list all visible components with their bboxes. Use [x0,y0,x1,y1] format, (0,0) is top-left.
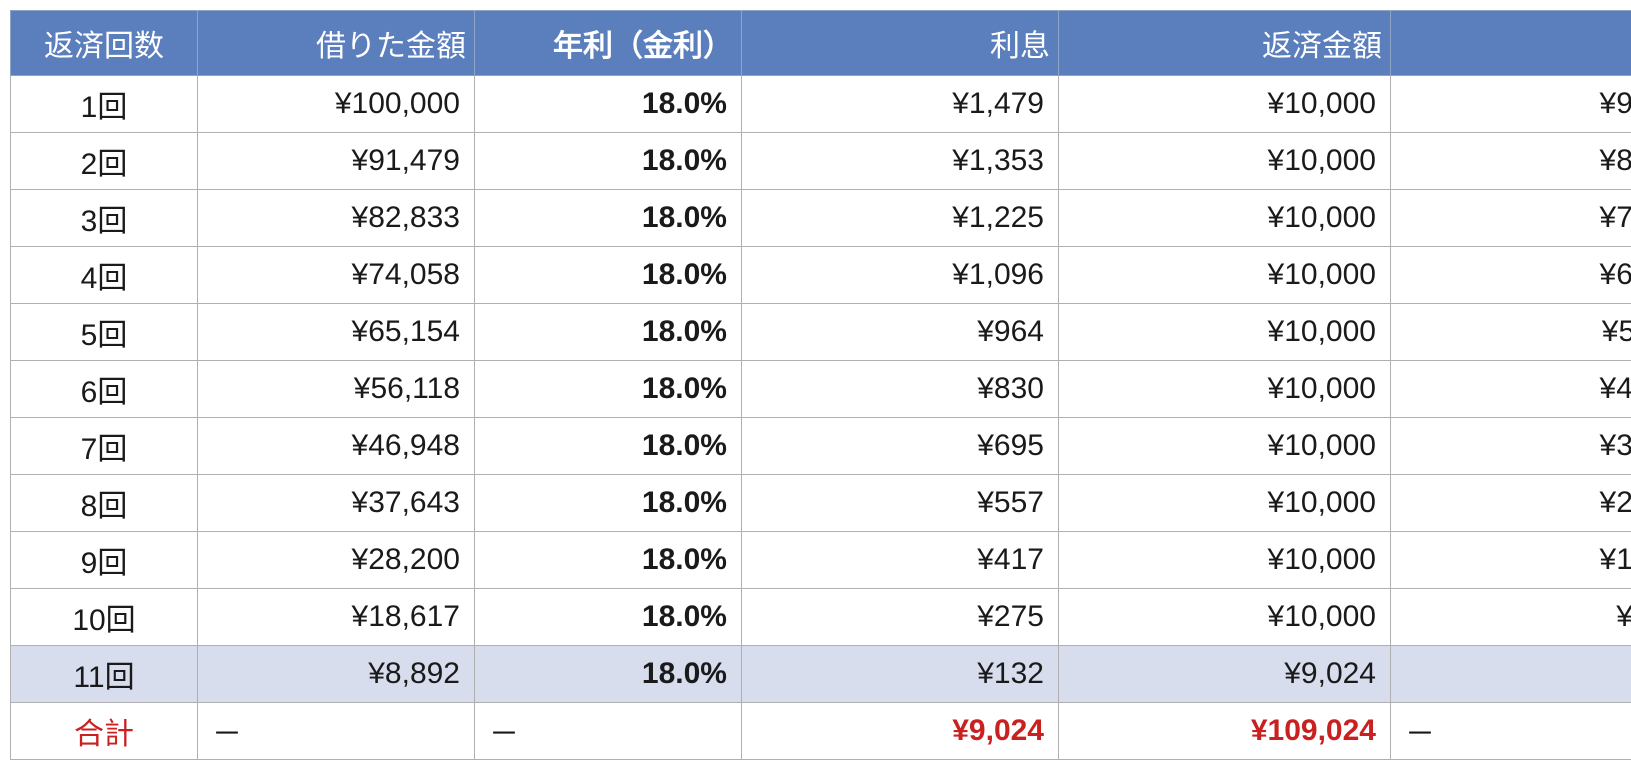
cell-interest: ¥132 [742,646,1059,703]
cell-borrowed: ¥28,200 [198,532,475,589]
cell-borrowed: ¥91,479 [198,133,475,190]
cell-count: 6回 [11,361,198,418]
cell-balance: ¥0 [1391,646,1631,703]
table-row: 9回¥28,20018.0%¥417¥10,000¥18,617 [11,532,1631,589]
cell-interest: ¥830 [742,361,1059,418]
total-label: 合計 [11,703,198,760]
cell-count: 2回 [11,133,198,190]
cell-repay: ¥10,000 [1059,190,1391,247]
cell-repay: ¥10,000 [1059,532,1391,589]
cell-interest: ¥1,225 [742,190,1059,247]
cell-balance: ¥8,892 [1391,589,1631,646]
table-row: 4回¥74,05818.0%¥1,096¥10,000¥65,154 [11,247,1631,304]
table-body: 1回¥100,00018.0%¥1,479¥10,000¥91,4792回¥91… [11,76,1631,760]
col-header-borrowed: 借りた金額 [198,11,475,76]
cell-repay: ¥10,000 [1059,76,1391,133]
table-row: 7回¥46,94818.0%¥695¥10,000¥37,643 [11,418,1631,475]
cell-count: 5回 [11,304,198,361]
cell-balance: ¥37,643 [1391,418,1631,475]
total-interest: ¥9,024 [742,703,1059,760]
cell-repay: ¥10,000 [1059,418,1391,475]
total-rate: － [475,703,742,760]
cell-interest: ¥964 [742,304,1059,361]
col-header-balance: 残金 [1391,11,1631,76]
cell-rate: 18.0% [475,361,742,418]
cell-count: 9回 [11,532,198,589]
table-row: 11回¥8,89218.0%¥132¥9,024¥0 [11,646,1631,703]
cell-rate: 18.0% [475,133,742,190]
cell-balance: ¥82,833 [1391,133,1631,190]
col-header-count: 返済回数 [11,11,198,76]
cell-borrowed: ¥8,892 [198,646,475,703]
cell-balance: ¥91,479 [1391,76,1631,133]
cell-borrowed: ¥82,833 [198,190,475,247]
total-balance: － [1391,703,1631,760]
cell-interest: ¥1,096 [742,247,1059,304]
cell-balance: ¥65,154 [1391,247,1631,304]
cell-repay: ¥10,000 [1059,361,1391,418]
col-header-repay: 返済金額 [1059,11,1391,76]
table-row: 1回¥100,00018.0%¥1,479¥10,000¥91,479 [11,76,1631,133]
cell-repay: ¥10,000 [1059,475,1391,532]
cell-count: 10回 [11,589,198,646]
cell-interest: ¥1,353 [742,133,1059,190]
cell-interest: ¥275 [742,589,1059,646]
cell-borrowed: ¥74,058 [198,247,475,304]
cell-interest: ¥695 [742,418,1059,475]
cell-count: 4回 [11,247,198,304]
cell-repay: ¥9,024 [1059,646,1391,703]
cell-rate: 18.0% [475,304,742,361]
cell-interest: ¥557 [742,475,1059,532]
cell-borrowed: ¥65,154 [198,304,475,361]
cell-borrowed: ¥100,000 [198,76,475,133]
cell-borrowed: ¥46,948 [198,418,475,475]
table-row: 2回¥91,47918.0%¥1,353¥10,000¥82,833 [11,133,1631,190]
col-header-interest: 利息 [742,11,1059,76]
cell-balance: ¥18,617 [1391,532,1631,589]
cell-rate: 18.0% [475,589,742,646]
cell-interest: ¥417 [742,532,1059,589]
table-total-row: 合計－－¥9,024¥109,024－ [11,703,1631,760]
total-borrowed: － [198,703,475,760]
cell-count: 3回 [11,190,198,247]
cell-borrowed: ¥18,617 [198,589,475,646]
total-repay: ¥109,024 [1059,703,1391,760]
col-header-rate: 年利（金利） [475,11,742,76]
table-header-row: 返済回数 借りた金額 年利（金利） 利息 返済金額 残金 [11,11,1631,76]
cell-balance: ¥56,118 [1391,304,1631,361]
cell-rate: 18.0% [475,646,742,703]
cell-repay: ¥10,000 [1059,304,1391,361]
cell-count: 11回 [11,646,198,703]
cell-repay: ¥10,000 [1059,589,1391,646]
cell-borrowed: ¥56,118 [198,361,475,418]
repayment-schedule-table: 返済回数 借りた金額 年利（金利） 利息 返済金額 残金 1回¥100,0001… [10,10,1631,760]
table-row: 8回¥37,64318.0%¥557¥10,000¥28,200 [11,475,1631,532]
cell-rate: 18.0% [475,247,742,304]
cell-repay: ¥10,000 [1059,247,1391,304]
table-row: 5回¥65,15418.0%¥964¥10,000¥56,118 [11,304,1631,361]
cell-count: 8回 [11,475,198,532]
cell-count: 1回 [11,76,198,133]
cell-repay: ¥10,000 [1059,133,1391,190]
cell-balance: ¥46,948 [1391,361,1631,418]
cell-rate: 18.0% [475,532,742,589]
table-row: 3回¥82,83318.0%¥1,225¥10,000¥74,058 [11,190,1631,247]
cell-rate: 18.0% [475,190,742,247]
cell-rate: 18.0% [475,418,742,475]
cell-borrowed: ¥37,643 [198,475,475,532]
cell-count: 7回 [11,418,198,475]
cell-balance: ¥28,200 [1391,475,1631,532]
table-row: 6回¥56,11818.0%¥830¥10,000¥46,948 [11,361,1631,418]
cell-rate: 18.0% [475,76,742,133]
table-row: 10回¥18,61718.0%¥275¥10,000¥8,892 [11,589,1631,646]
cell-balance: ¥74,058 [1391,190,1631,247]
cell-rate: 18.0% [475,475,742,532]
cell-interest: ¥1,479 [742,76,1059,133]
